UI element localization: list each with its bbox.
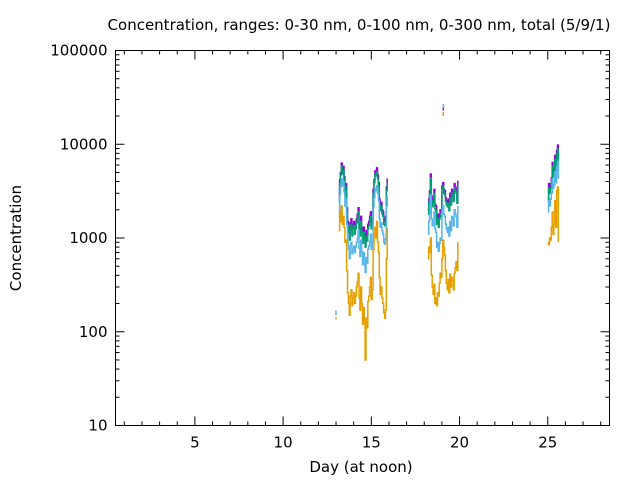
series-line <box>427 173 459 223</box>
y-tick-label: 100 <box>79 323 108 341</box>
series-line <box>338 205 388 361</box>
series-line <box>335 317 337 320</box>
series-line <box>547 160 560 213</box>
x-axis-title: Day (at noon) <box>309 458 412 476</box>
x-tick-label: 10 <box>274 434 293 452</box>
x-tick-label: 25 <box>538 434 557 452</box>
series-layer <box>335 104 560 361</box>
y-axis-title: Concentration <box>7 185 25 291</box>
y-tick-label: 1000 <box>69 229 107 247</box>
y-tick-label: 10 <box>88 417 107 435</box>
y-tick-label: 10000 <box>60 135 108 153</box>
x-tick-label: 5 <box>190 434 200 452</box>
y-tick-label: 100000 <box>50 42 107 60</box>
series-line <box>427 237 459 307</box>
series-line <box>335 310 337 316</box>
series-line <box>427 176 459 229</box>
series-line <box>547 186 560 246</box>
x-tick-label: 15 <box>362 434 381 452</box>
series-line <box>547 148 560 204</box>
series-line <box>427 193 459 253</box>
series-0-30-nm <box>335 112 560 361</box>
series-0-100-nm <box>335 104 560 316</box>
plot-frame <box>115 50 610 426</box>
chart-title: Concentration, ranges: 0-30 nm, 0-100 nm… <box>108 16 611 34</box>
x-tick-label: 20 <box>450 434 469 452</box>
series-line <box>338 177 388 274</box>
axis-ticks: 5 10 15 20 25 10 100 1000 10000 100000 <box>50 42 610 452</box>
